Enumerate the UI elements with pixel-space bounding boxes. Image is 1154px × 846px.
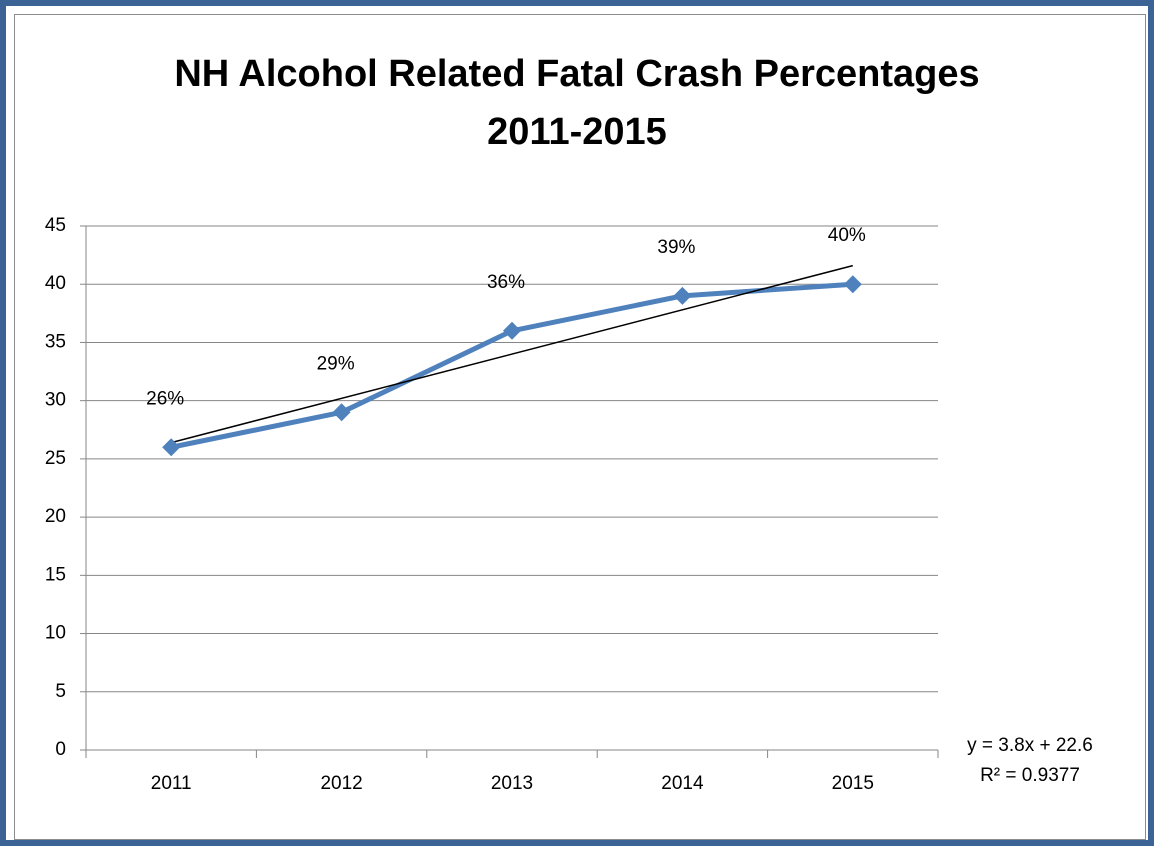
data-point — [332, 403, 351, 422]
x-tick-label: 2013 — [491, 773, 533, 794]
data-label: 36% — [487, 272, 525, 293]
trendline-r-squared: R² = 0.9377 — [980, 765, 1080, 786]
y-tick-label: 30 — [45, 390, 66, 411]
x-tick-label: 2014 — [661, 773, 704, 794]
y-tick-label: 15 — [45, 564, 66, 585]
x-tick-label: 2011 — [151, 773, 192, 794]
data-label: 39% — [657, 237, 695, 258]
data-line — [170, 281, 853, 450]
data-label: 26% — [146, 388, 184, 409]
x-tick-label: 2015 — [832, 773, 874, 794]
data-point — [843, 275, 862, 294]
data-point — [162, 438, 181, 457]
trendline-equation: y = 3.8x + 22.6 — [967, 735, 1093, 756]
y-tick-label: 0 — [55, 739, 66, 760]
data-label: 29% — [317, 353, 355, 374]
chart-border — [14, 14, 1146, 840]
trendline — [171, 264, 853, 444]
y-tick-label: 40 — [45, 273, 66, 294]
data-point — [673, 286, 692, 305]
x-tick-label: 2012 — [320, 773, 362, 794]
y-tick-label: 35 — [45, 331, 66, 352]
y-tick-label: 5 — [55, 681, 66, 702]
y-tick-label: 25 — [45, 448, 66, 469]
y-tick-label: 20 — [45, 506, 66, 527]
chart-title: NH Alcohol Related Fatal Crash Percentag… — [174, 53, 979, 95]
data-point — [503, 321, 521, 340]
data-label: 40% — [828, 225, 866, 246]
y-tick-label: 10 — [45, 623, 66, 644]
y-tick-label: 45 — [45, 215, 66, 236]
chart-title: 2011-2015 — [487, 111, 667, 153]
